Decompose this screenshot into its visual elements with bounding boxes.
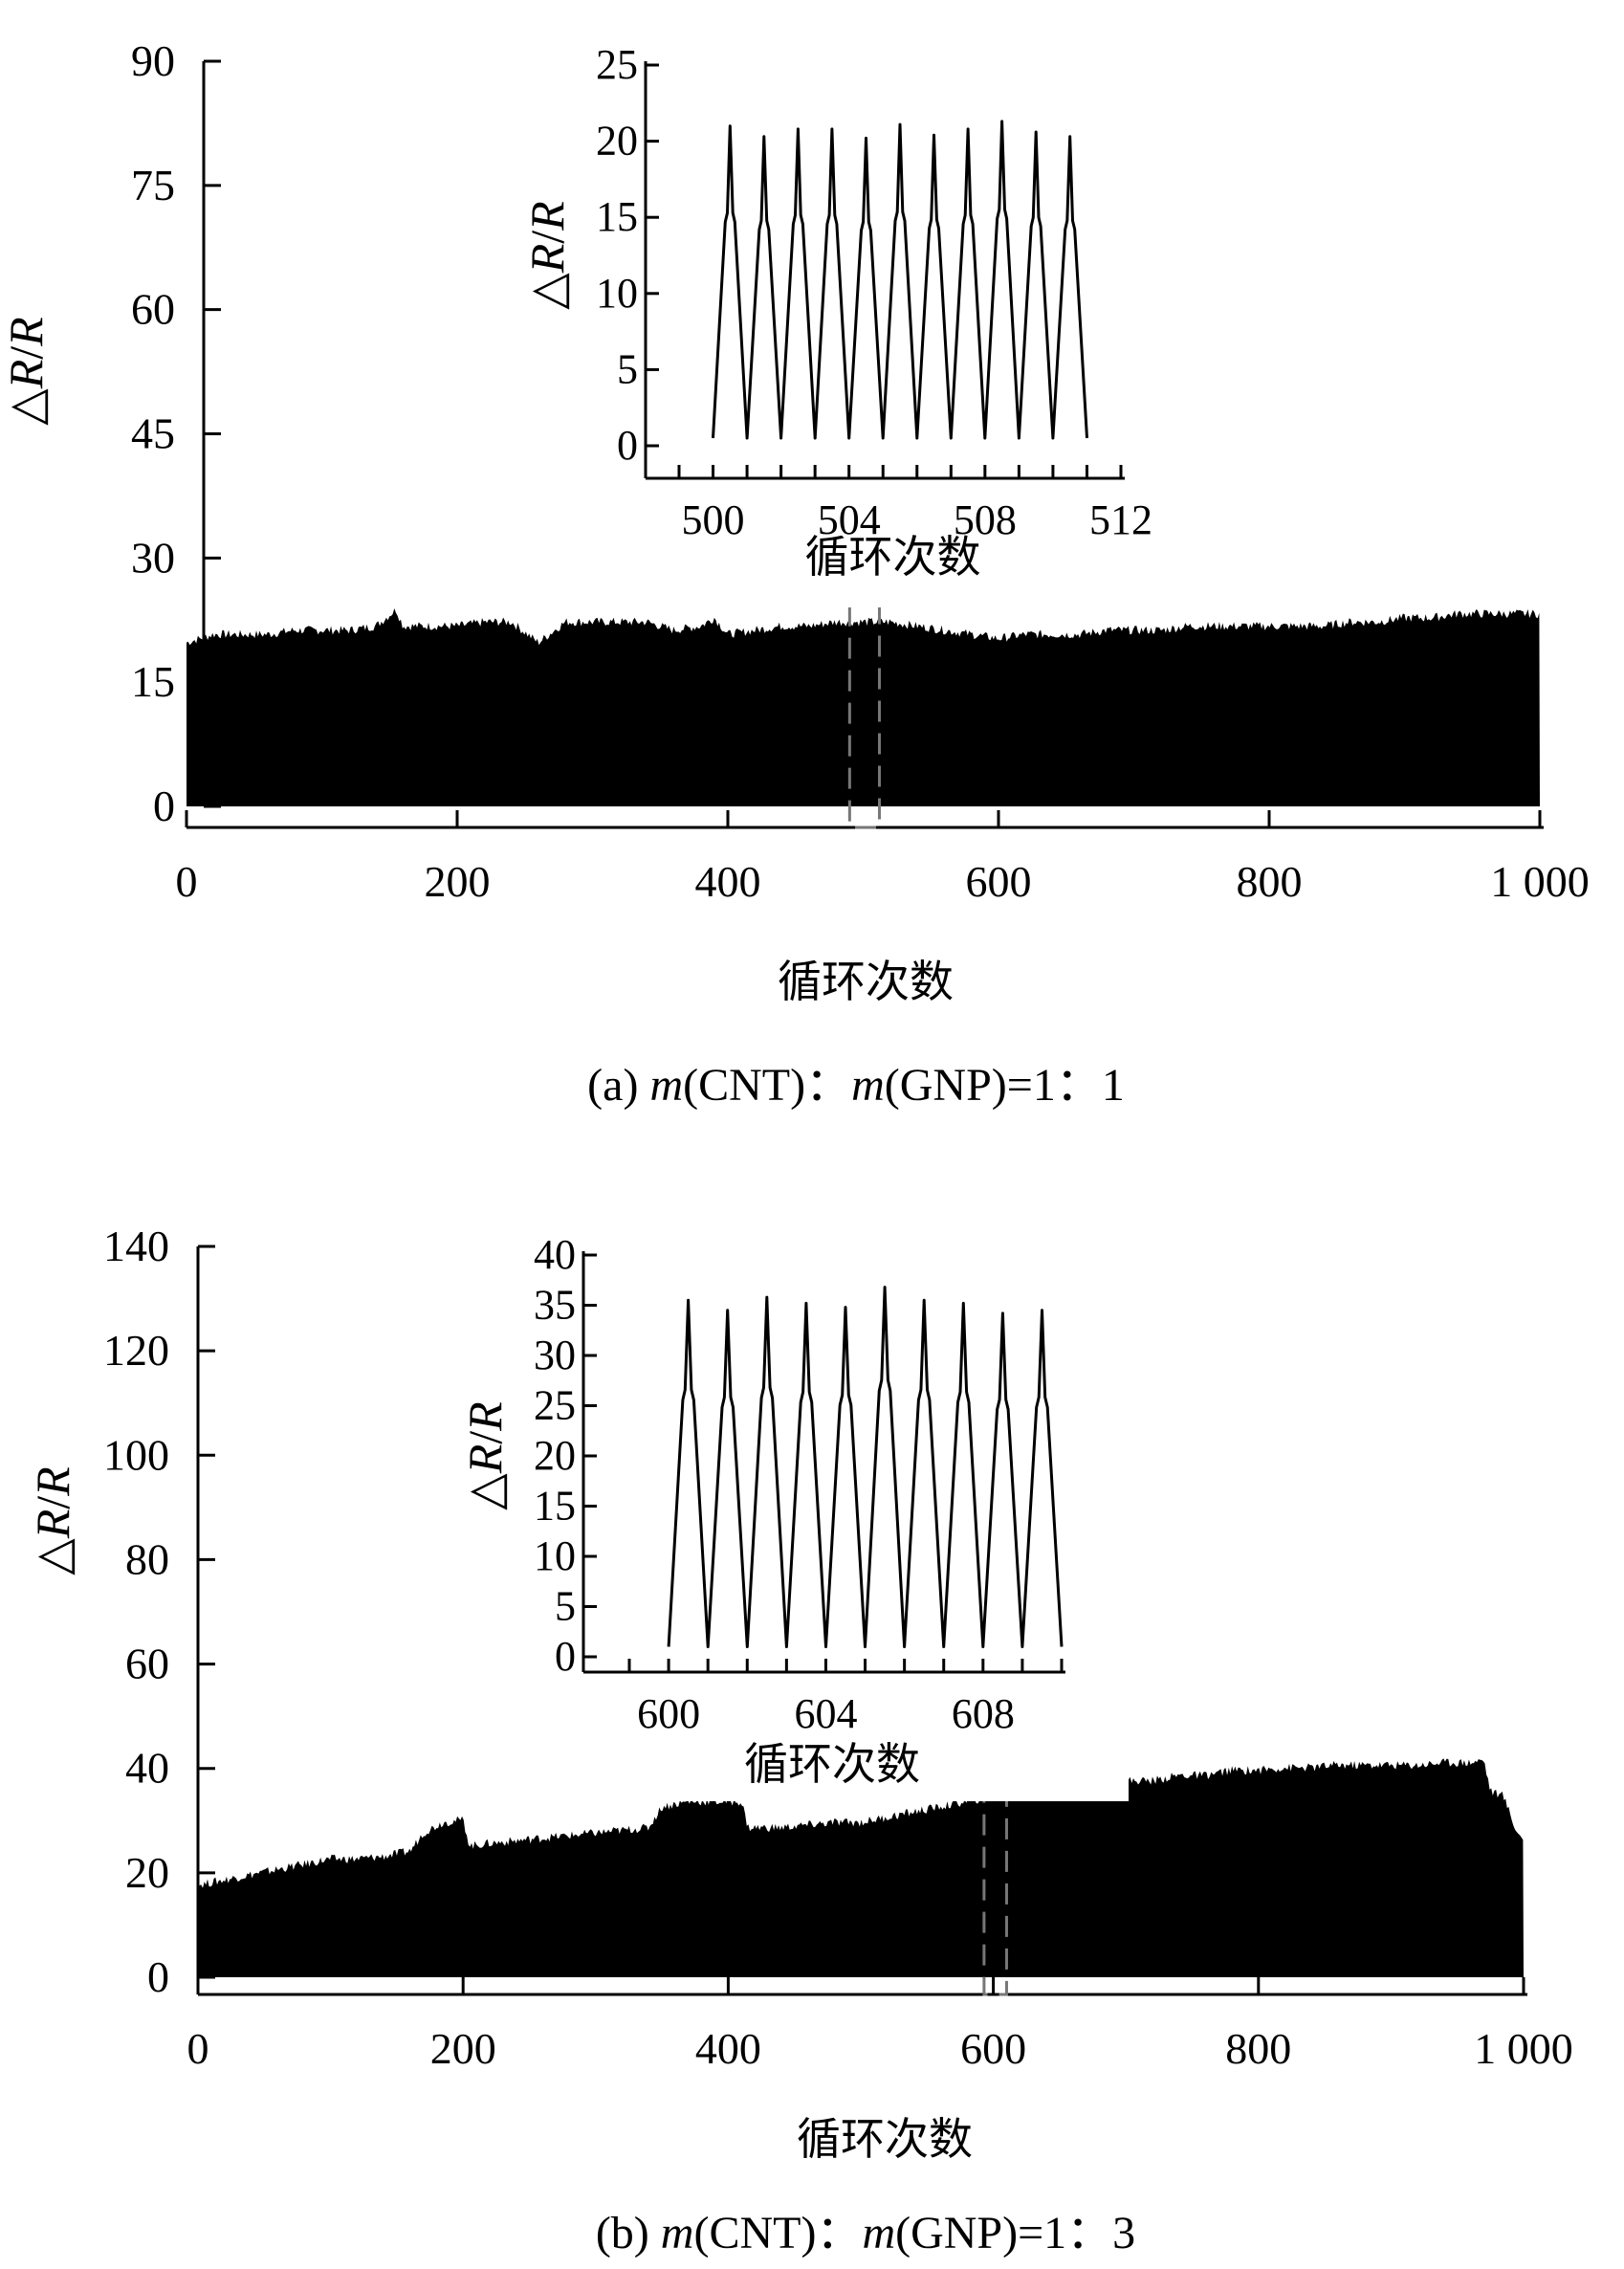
panel-b-y-tick-label: 100: [103, 1430, 169, 1479]
panel-a-y-tick-label: 60: [131, 285, 175, 334]
panel-a-inset-y-tick-label: 20: [596, 118, 638, 165]
panel-b-x-tick-label: 400: [695, 2024, 761, 2073]
panel-a-x-tick-label: 200: [425, 857, 491, 906]
panel-a-inset-x-axis-title: 循环次数: [805, 531, 981, 583]
panel-a-y-axis-title: △R/R: [0, 317, 53, 425]
panel-a-inset-y-tick-label: 10: [596, 270, 638, 317]
panel-a-inset-y-tick-label: 5: [617, 345, 638, 392]
panel-b-y-tick-label: 140: [103, 1222, 169, 1270]
panel-b-inset-y-axis-title: △R/R: [458, 1401, 512, 1509]
panel-b-inset-y-tick-label: 10: [534, 1532, 576, 1579]
panel-b-inset-x-axis-title: 循环次数: [744, 1738, 920, 1790]
panel-a-caption: (a) m(CNT)：m(GNP)=1：1: [587, 1060, 1125, 1111]
panel-b-inset-y-tick-label: 20: [534, 1432, 576, 1479]
panel-a-x-tick-label: 0: [176, 857, 198, 906]
panel-b-y-tick-label: 60: [125, 1640, 169, 1688]
panel-b-y-tick-label: 0: [147, 1952, 169, 2001]
panel-a-y-tick-label: 15: [131, 657, 175, 706]
panel-a-inset-x-tick-label: 508: [954, 496, 1017, 543]
panel-a-x-tick-label: 800: [1237, 857, 1303, 906]
panel-a-inset: 0 5 10 15 20 25 500 504 508 512 △R/R 循环次数: [520, 27, 1188, 607]
panel-a-zoom-box: [847, 604, 881, 829]
panel-b-inset-x-tick-label: 604: [794, 1690, 857, 1737]
panel-a-y-tick-label: 45: [131, 409, 175, 458]
panel-a: 0 15 30 45 60 75 90 0 200 400 600 800 1 000 0 5 10 15 20…: [0, 27, 1590, 1111]
panel-b-inset-y-tick-label: 30: [534, 1332, 576, 1378]
panel-b-x-tick-label: 200: [430, 2024, 496, 2073]
panel-b-inset-y-tick-label: 25: [534, 1382, 576, 1429]
panel-a-inset-y-axis-title: △R/R: [520, 201, 574, 309]
panel-b-x-tick-label: 800: [1225, 2024, 1291, 2073]
panel-a-y-tick-label: 0: [153, 782, 175, 830]
panel-b-x-axis-title: 循环次数: [797, 2113, 973, 2165]
panel-a-inset-background: [531, 27, 1188, 607]
panel-a-y-tick-label: 90: [131, 36, 175, 85]
panel-b-caption: (b) m(CNT)：m(GNP)=1：3: [596, 2208, 1135, 2258]
panel-a-x-axis-title: 循环次数: [778, 956, 954, 1007]
panel-b-inset-x-tick-label: 600: [637, 1690, 700, 1737]
panel-a-x-tick-label: 600: [966, 857, 1032, 906]
panel-a-cycle-band: [187, 608, 1540, 806]
panel-b-y-tick-label: 80: [125, 1534, 169, 1583]
panel-b-inset-x-tick-label: 608: [952, 1690, 1015, 1737]
panel-b-y-tick-label: 40: [125, 1744, 169, 1793]
panel-a-inset-x-tick-label: 500: [682, 496, 745, 543]
panel-a-x-tick-label: 1 000: [1490, 857, 1590, 906]
panel-b-cycle-band: [198, 1758, 1524, 1977]
panel-b-y-axis-title: △R/R: [26, 1466, 79, 1575]
panel-b-y-tick-label: 120: [103, 1326, 169, 1375]
panel-b-inset-y-tick-label: 40: [534, 1231, 576, 1278]
panel-a-inset-y-tick-label: 0: [617, 422, 638, 469]
panel-a-inset-x-tick-label: 504: [818, 496, 881, 543]
panel-b-data-band: [198, 1758, 1524, 1977]
panel-a-inset-y-tick-label: 25: [596, 41, 638, 88]
panel-b-inset-y-tick-label: 5: [555, 1583, 576, 1630]
panel-b-inset-y-tick-label: 35: [534, 1282, 576, 1329]
panel-a-inset-x-tick-label: 512: [1089, 496, 1152, 543]
panel-b-x-tick-label: 600: [960, 2024, 1026, 2073]
panel-b-x-tick-label: 0: [187, 2024, 209, 2073]
panel-b-inset-y-tick-label: 15: [534, 1483, 576, 1530]
panel-a-data-band: [187, 608, 1540, 806]
panel-a-y-tick-label: 75: [131, 161, 175, 209]
panel-b-inset-background: [469, 1217, 1129, 1801]
panel-a-inset-waveform: [712, 120, 1088, 440]
panel-a-inset-y-tick-label: 15: [596, 193, 638, 240]
panel-b-y-tick-label: 20: [125, 1848, 169, 1897]
panel-b-x-tick-label: 1 000: [1474, 2024, 1573, 2073]
panel-b-inset-y-tick-label: 0: [555, 1633, 576, 1680]
panel-a-x-tick-label: 400: [695, 857, 761, 906]
panel-a-y-tick-label: 30: [131, 533, 175, 582]
panel-b-inset-waveform: [667, 1286, 1064, 1648]
